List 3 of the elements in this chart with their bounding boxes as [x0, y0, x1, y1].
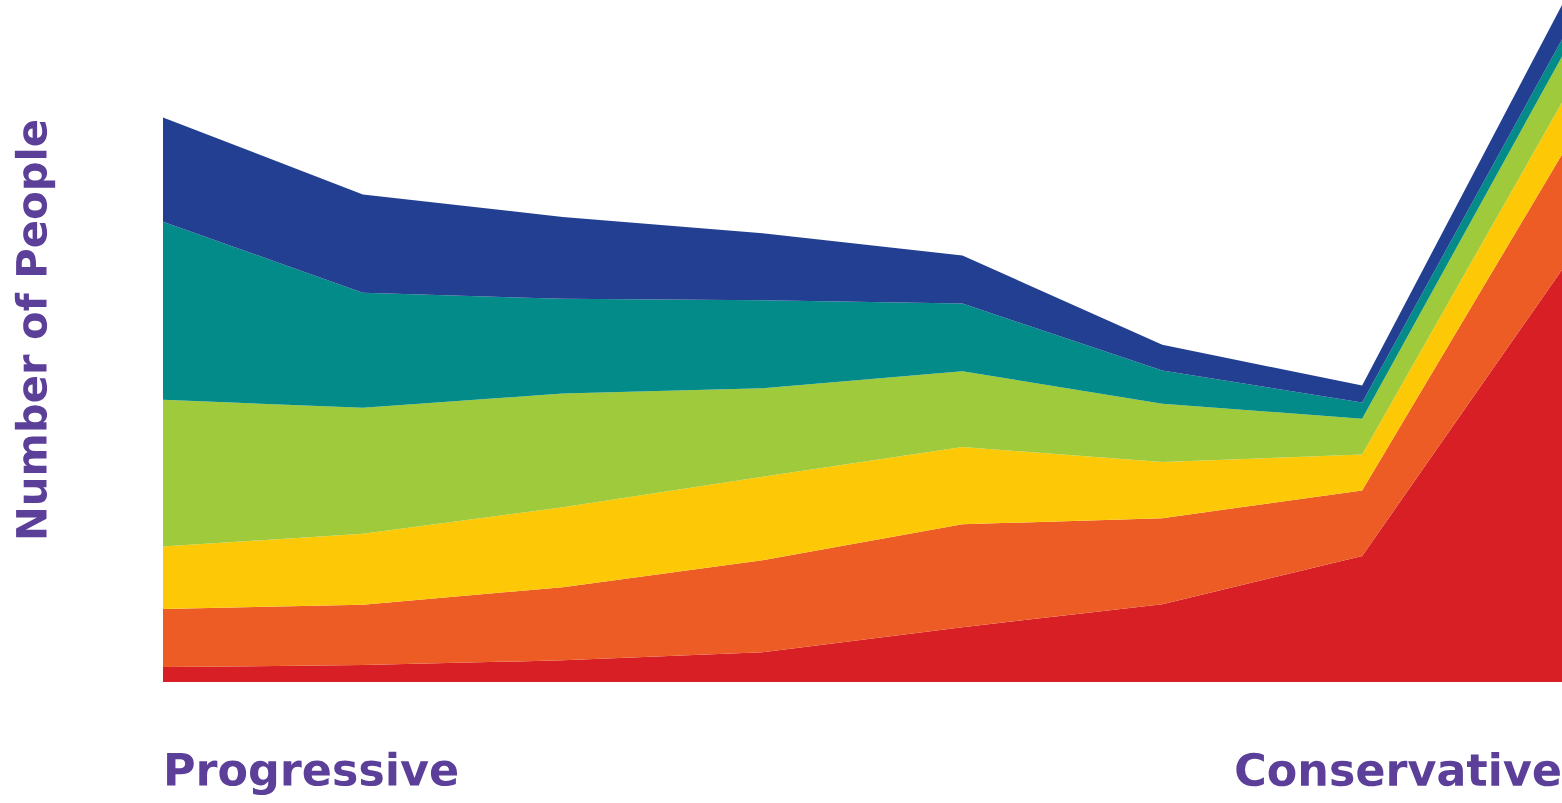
text: Progressive: [167, 751, 458, 796]
text: Conservative: [1236, 751, 1560, 787]
y-axis-title: Number of People: [14, 120, 56, 538]
